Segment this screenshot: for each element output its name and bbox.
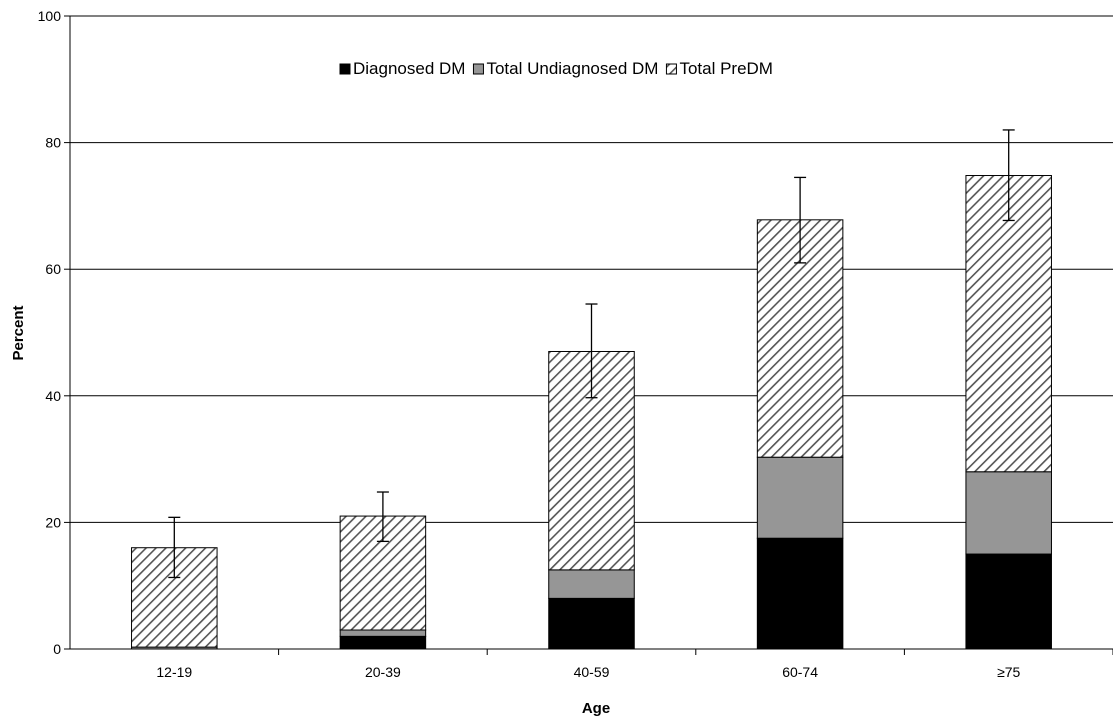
x-axis-title: Age (582, 700, 610, 717)
bar-segment (756, 456, 844, 539)
legend-label: Total Undiagnosed DM (486, 59, 658, 78)
error-bar (794, 176, 807, 264)
y-tick-label: 60 (45, 261, 61, 277)
legend-swatch (665, 63, 677, 75)
bar-segment (548, 569, 635, 599)
y-tick-label: 0 (53, 641, 61, 657)
legend-swatch (472, 63, 484, 75)
error-bar (585, 303, 598, 399)
legend: Diagnosed DM Total Undiagnosed DM Total Pr… (339, 59, 773, 78)
x-tick-label: 20-39 (365, 664, 401, 680)
error-bars (168, 129, 1015, 579)
gridlines (70, 15, 1113, 523)
legend-swatch (339, 63, 351, 75)
y-axis-title: Percent (10, 305, 27, 360)
bars (131, 175, 1052, 650)
y-tick-label: 100 (38, 8, 62, 24)
error-bar (1002, 129, 1015, 222)
error-bar (168, 516, 181, 579)
bar-segment (756, 537, 844, 650)
bar-segment (548, 597, 635, 650)
axes: 0 20 40 60 80 100 12-19 20-39 40-59 60-74 ≥75 (38, 8, 1113, 680)
bar-segment (339, 635, 427, 650)
bar-segment (965, 175, 1052, 473)
legend-label: Total PreDM (679, 59, 773, 78)
y-tick-label: 40 (45, 388, 61, 404)
bar-segment (965, 471, 1052, 555)
x-tick-label: 60-74 (782, 664, 818, 680)
y-tick-label: 80 (45, 135, 61, 151)
x-tick-label: 40-59 (574, 664, 610, 680)
y-tick-label: 20 (45, 514, 61, 530)
legend-label: Diagnosed DM (353, 59, 465, 78)
x-tick-label: 12-19 (156, 664, 192, 680)
bar-segment (965, 553, 1052, 650)
bar-segment (339, 629, 427, 637)
x-tick-label: ≥75 (997, 664, 1020, 680)
error-bar (376, 491, 389, 543)
